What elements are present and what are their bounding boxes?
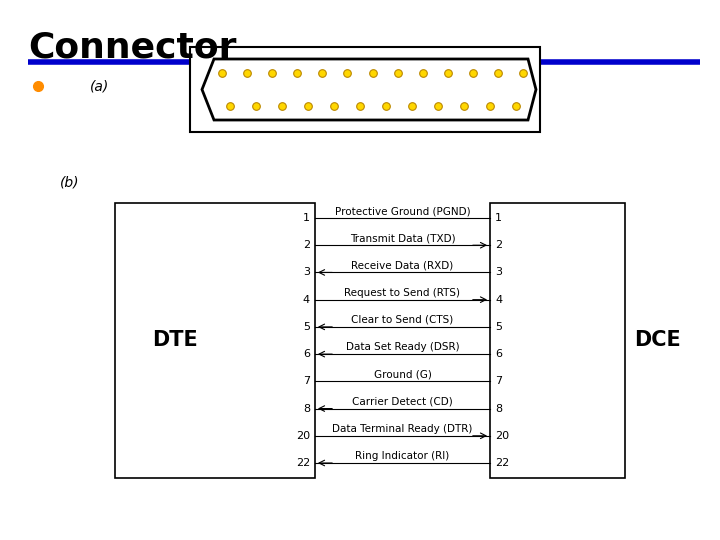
Bar (190, 47, 540, 132)
Text: 8: 8 (303, 403, 310, 414)
Text: 22: 22 (296, 458, 310, 468)
Text: Connector: Connector (28, 30, 236, 64)
Text: 7: 7 (303, 376, 310, 386)
Text: 5: 5 (303, 322, 310, 332)
Text: 2: 2 (495, 240, 502, 250)
Text: 5: 5 (495, 322, 502, 332)
Text: 1: 1 (495, 213, 502, 223)
Text: Carrier Detect (CD): Carrier Detect (CD) (352, 396, 453, 407)
Text: (b): (b) (60, 175, 79, 189)
Text: Transmit Data (TXD): Transmit Data (TXD) (350, 233, 455, 243)
Text: 4: 4 (303, 295, 310, 305)
Bar (115, 203, 315, 478)
Text: 2: 2 (303, 240, 310, 250)
Text: Protective Ground (PGND): Protective Ground (PGND) (335, 206, 470, 216)
Text: Data Set Ready (DSR): Data Set Ready (DSR) (346, 342, 459, 352)
Text: 6: 6 (303, 349, 310, 359)
Text: 22: 22 (495, 458, 509, 468)
Text: 20: 20 (296, 431, 310, 441)
Text: 1: 1 (303, 213, 310, 223)
Text: 8: 8 (495, 403, 502, 414)
Text: (a): (a) (90, 79, 109, 93)
Text: DCE: DCE (634, 330, 680, 350)
Text: 3: 3 (303, 267, 310, 278)
Text: Data Terminal Ready (DTR): Data Terminal Ready (DTR) (333, 424, 473, 434)
Bar (490, 203, 625, 478)
Text: Request to Send (RTS): Request to Send (RTS) (344, 288, 461, 298)
Text: Clear to Send (CTS): Clear to Send (CTS) (351, 315, 454, 325)
Text: Ring Indicator (RI): Ring Indicator (RI) (356, 451, 449, 461)
Text: 4: 4 (495, 295, 502, 305)
Text: 7: 7 (495, 376, 502, 386)
Text: 3: 3 (495, 267, 502, 278)
Text: 20: 20 (495, 431, 509, 441)
Text: Ground (G): Ground (G) (374, 369, 431, 379)
Polygon shape (202, 59, 536, 120)
Text: Receive Data (RXD): Receive Data (RXD) (351, 260, 454, 271)
Text: DTE: DTE (152, 330, 198, 350)
Text: 6: 6 (495, 349, 502, 359)
